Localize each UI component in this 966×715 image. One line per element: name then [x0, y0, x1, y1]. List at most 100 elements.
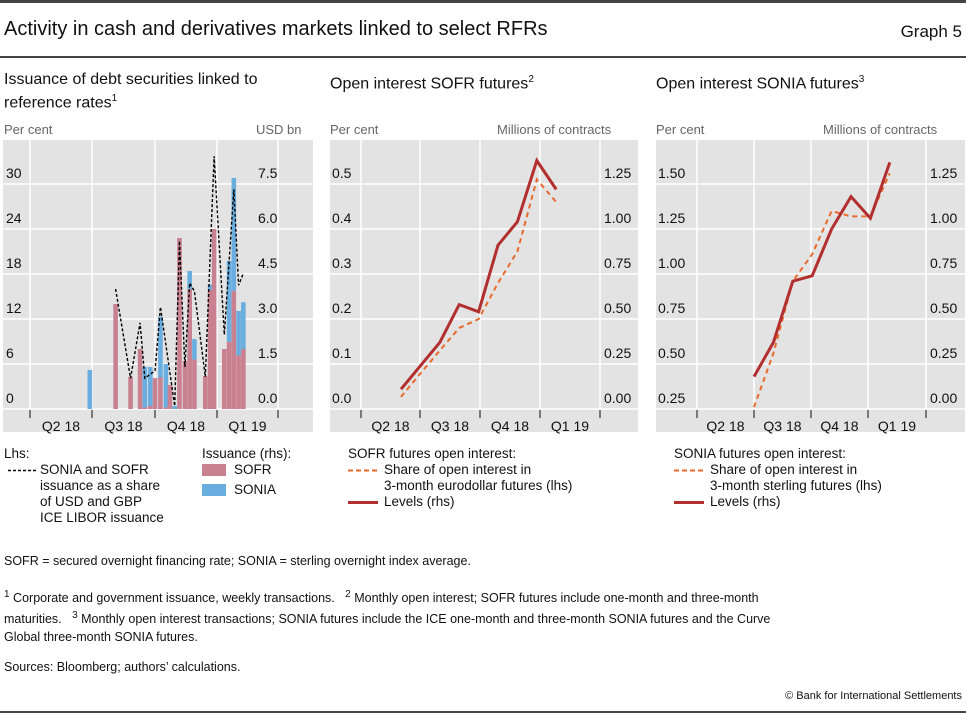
bar-sonia — [87, 370, 93, 409]
footnote-2-cont: maturities. — [4, 612, 62, 627]
bar-sonia — [172, 406, 178, 409]
x-tick-label: Q1 19 — [551, 418, 589, 434]
x-tick-label: Q3 18 — [431, 418, 469, 434]
bar-sonia — [236, 310, 241, 356]
panel1-title-text: Issuance of debt securities linked to re… — [4, 71, 258, 112]
panel3-legend: SONIA futures open interest: Share of op… — [674, 446, 882, 510]
bar-sofr — [187, 289, 192, 409]
y-tick-left: 0.4 — [332, 210, 352, 226]
y-tick-left: 0.50 — [658, 345, 685, 361]
levels-line — [752, 161, 892, 378]
panel1-title: Issuance of debt securities linked to re… — [4, 70, 314, 112]
panel3-title: Open interest SONIA futures3 — [656, 70, 864, 93]
legend-title: SOFR futures open interest: — [348, 446, 517, 461]
bar-sofr — [128, 376, 133, 409]
y-tick-left: 18 — [6, 255, 22, 271]
footnote-3-cont: Global three-month SONIA futures. — [4, 630, 198, 645]
graph-number: Graph 5 — [900, 22, 962, 41]
y-tick-right: 1.25 — [930, 165, 957, 181]
legend-dashed-label: of USD and GBP — [40, 494, 143, 509]
y-tick-right: 1.5 — [258, 345, 278, 361]
copyright: © Bank for International Settlements — [785, 690, 962, 702]
y-tick-right: 0.00 — [604, 390, 631, 406]
panel1-left-unit: Per cent — [4, 122, 53, 137]
x-tick-label: Q3 18 — [104, 418, 142, 434]
x-tick-label: Q2 18 — [42, 418, 80, 434]
share-line — [114, 156, 244, 407]
panel2-title: Open interest SOFR futures2 — [330, 70, 534, 93]
y-tick-left: 0.25 — [658, 390, 685, 406]
bar-sonia — [187, 271, 192, 289]
legend-dashed-label: SONIA and SOFR — [40, 462, 149, 477]
y-tick-right: 1.00 — [604, 210, 631, 226]
y-tick-left: 1.25 — [658, 210, 685, 226]
bar-sofr — [236, 355, 241, 409]
legend-solid-swatch — [674, 501, 704, 504]
footnotes: 1 Corporate and government issuance, wee… — [4, 586, 964, 646]
bar-sofr — [152, 378, 158, 409]
panel3-title-text: Open interest SONIA futures — [656, 75, 859, 93]
y-tick-right: 0.50 — [930, 300, 957, 316]
panel2-title-text: Open interest SOFR futures — [330, 75, 529, 93]
legend-dashed-swatch — [348, 469, 378, 472]
bar-sofr — [167, 385, 173, 409]
y-tick-left: 1.00 — [658, 255, 685, 271]
y-tick-left: 0.75 — [658, 300, 685, 316]
bar-sofr — [163, 407, 169, 409]
panel2-right-unit: Millions of contracts — [497, 122, 612, 137]
bar-sofr — [226, 341, 232, 409]
sources: Sources: Bloomberg; authors’ calculation… — [4, 660, 241, 674]
bar-sonia — [158, 316, 163, 378]
legend-sonia-swatch — [202, 484, 226, 496]
y-tick-right: 3.0 — [258, 300, 278, 316]
legend-dashed-label: Share of open interest in — [384, 462, 532, 477]
panel3-right-unit: Millions of contracts — [823, 122, 938, 137]
legend-dashed-label: Share of open interest in — [710, 462, 858, 477]
y-tick-left: 1.50 — [658, 165, 685, 181]
y-tick-right: 0.0 — [258, 390, 278, 406]
top-rule — [0, 0, 966, 3]
footnote-3: Monthly open interest transactions; SONI… — [81, 612, 771, 627]
bar-sofr — [182, 361, 188, 409]
bar-sonia — [142, 367, 148, 408]
y-tick-right: 0.00 — [930, 390, 957, 406]
bar-sofr — [202, 376, 208, 409]
y-tick-right: 4.5 — [258, 255, 278, 271]
footnote-ref: 3 — [858, 74, 865, 85]
legend-rhs-title: Issuance (rhs): — [202, 446, 292, 461]
footnote-ref: 1 — [111, 93, 118, 104]
panel2-left-unit: Per cent — [330, 122, 379, 137]
y-tick-right: 0.75 — [604, 255, 631, 271]
x-tick-label: Q1 19 — [228, 418, 266, 434]
footnote-ref: 2 — [528, 74, 534, 85]
y-tick-right: 7.5 — [258, 165, 278, 181]
y-tick-right: 0.25 — [930, 345, 957, 361]
bar-sonia — [192, 339, 197, 360]
y-tick-right: 6.0 — [258, 210, 278, 226]
legend-sofr-swatch — [202, 464, 226, 476]
bar-sofr — [142, 407, 148, 409]
legend-dashed-label: 3-month sterling futures (lhs) — [710, 478, 882, 493]
plot-background — [330, 140, 638, 432]
y-tick-right: 0.50 — [604, 300, 631, 316]
plot-background — [3, 140, 313, 432]
bar-sonia — [241, 302, 246, 349]
legend-sofr-label: SOFR — [234, 462, 272, 477]
y-tick-right: 1.25 — [604, 165, 631, 181]
panel2-legend: SOFR futures open interest: Share of ope… — [348, 446, 572, 510]
title-rule — [0, 56, 966, 58]
graph-title: Activity in cash and derivatives markets… — [4, 18, 548, 40]
bar-sonia — [226, 260, 232, 342]
bar-sofr — [113, 304, 118, 409]
bar-sonia — [147, 367, 153, 406]
y-tick-left: 0.1 — [332, 345, 352, 361]
footnote-2: Monthly open interest; SOFR futures incl… — [354, 591, 759, 606]
bar-sofr — [147, 406, 153, 409]
x-tick-label: Q1 19 — [878, 418, 916, 434]
abbreviations: SOFR = secured overnight financing rate;… — [4, 554, 471, 568]
x-tick-label: Q4 18 — [820, 418, 858, 434]
y-tick-left: 24 — [6, 210, 22, 226]
y-tick-left: 0.0 — [332, 390, 352, 406]
y-tick-left: 0 — [6, 390, 14, 406]
